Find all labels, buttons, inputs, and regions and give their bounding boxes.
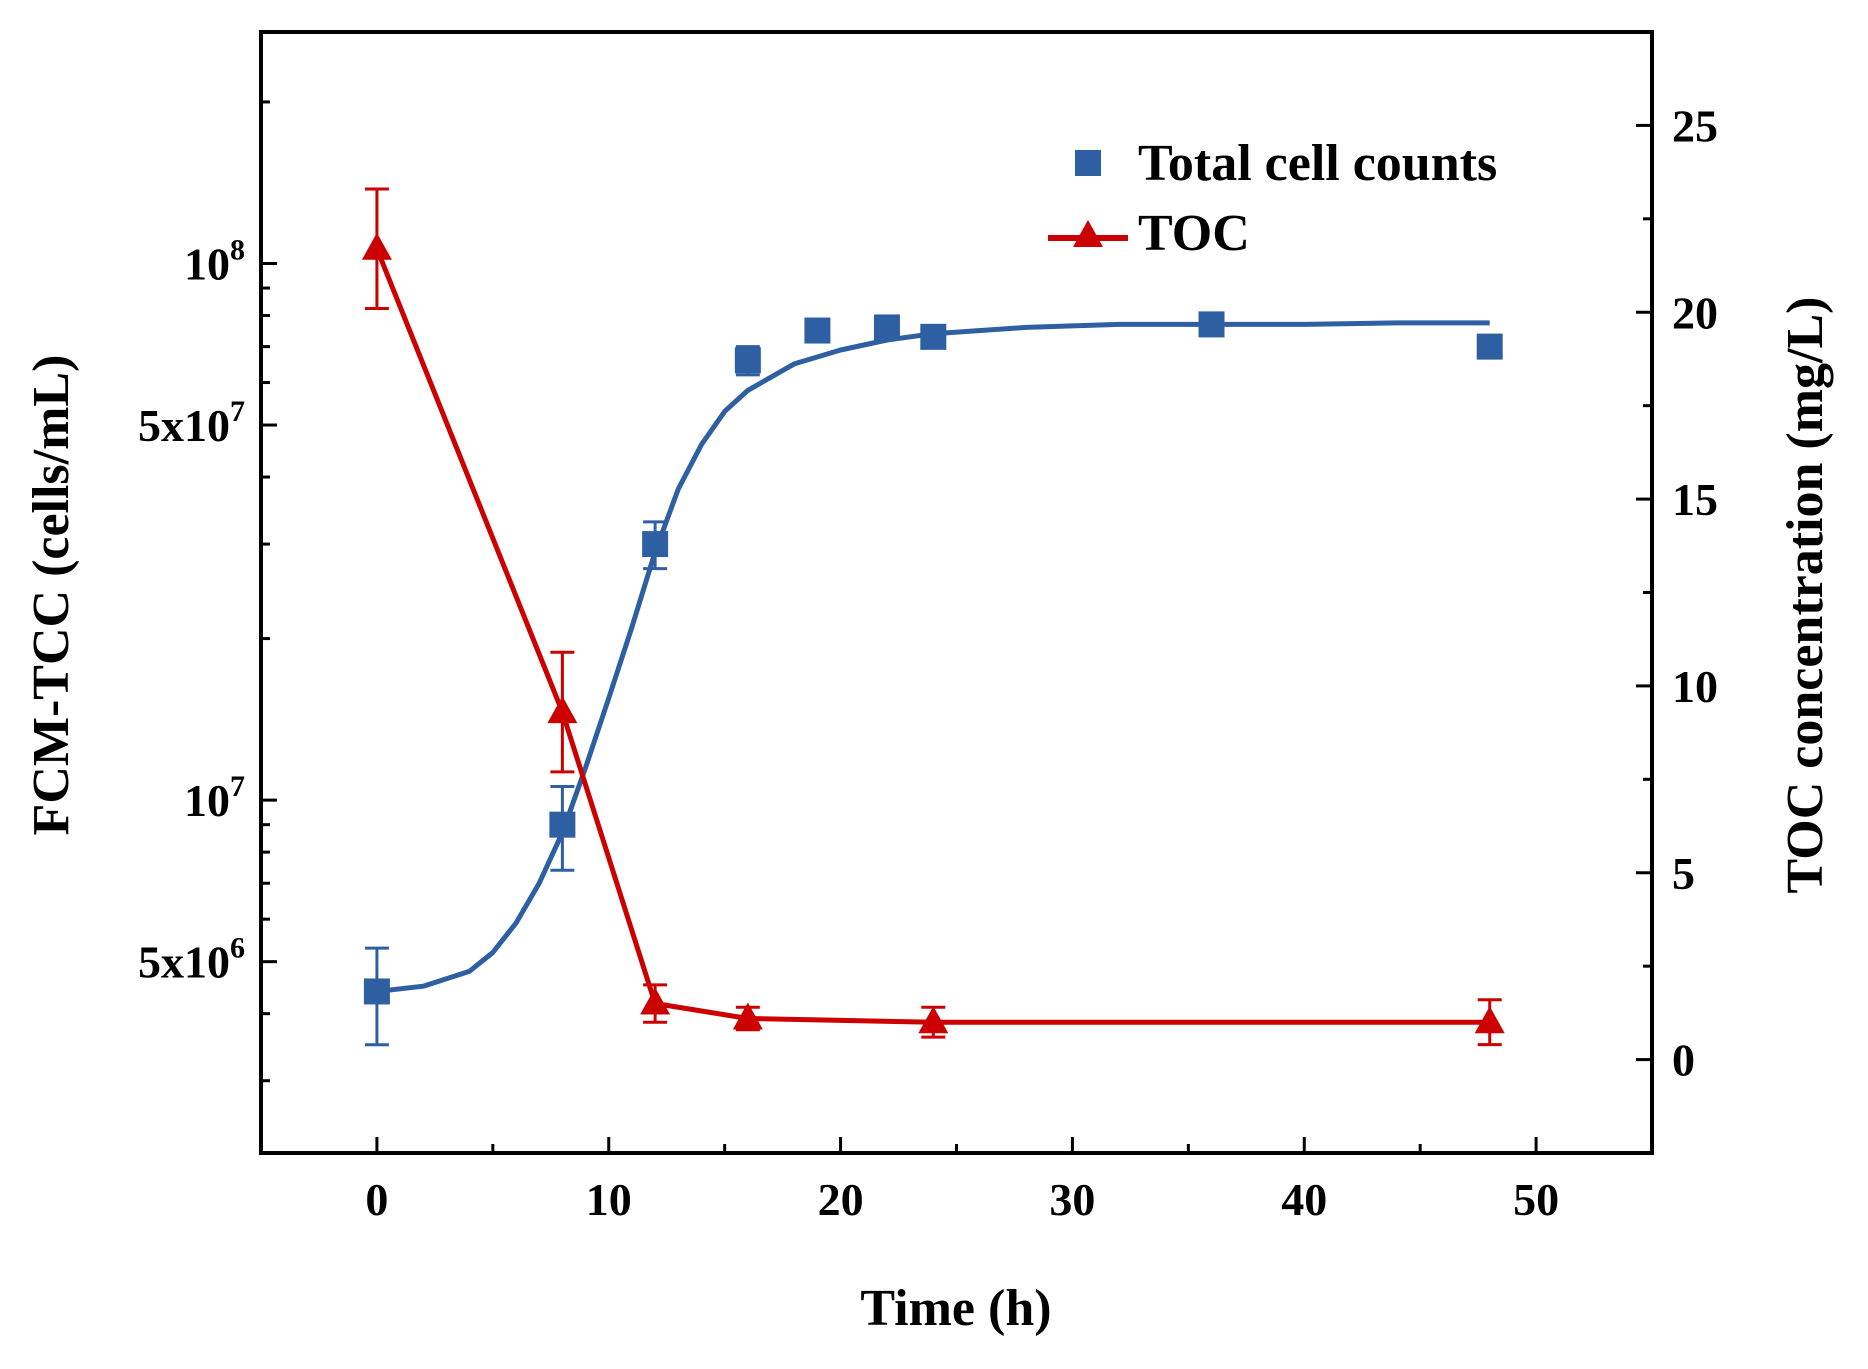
y-left-tick-label: 5x107 — [138, 395, 245, 451]
legend-marker-triangle — [1073, 220, 1103, 247]
y-left-tick-label: 5x106 — [138, 932, 245, 988]
x-tick-label: 0 — [365, 1174, 388, 1225]
y-right-tick-label: 15 — [1672, 474, 1718, 525]
total-cell-counts-point — [642, 531, 669, 558]
legend: Total cell counts TOC — [1048, 135, 1497, 262]
total-cell-counts-point — [873, 314, 900, 341]
toc-point — [547, 696, 578, 724]
y-axis-left: 108 5x107 107 5x106 — [138, 100, 277, 1083]
y-right-tick-label: 5 — [1672, 848, 1695, 899]
y-right-tick-label: 25 — [1672, 100, 1718, 151]
toc-point — [732, 1002, 763, 1030]
y-right-tick-label: 20 — [1672, 287, 1718, 338]
y-right-tick-label: 0 — [1672, 1035, 1695, 1086]
total-cell-counts-fit-line — [376, 320, 1490, 994]
plot-border — [259, 30, 1654, 1155]
y-axis-right: 0 5 10 15 20 25 — [1636, 100, 1718, 1086]
series-layer — [361, 187, 1505, 1047]
total-cell-counts-point — [1476, 333, 1503, 360]
total-cell-counts-point — [363, 978, 390, 1005]
total-cell-counts-point — [920, 323, 947, 350]
y-axis-right-title: TOC concentration (mg/L) — [1777, 297, 1834, 894]
x-tick-label: 50 — [1513, 1174, 1559, 1225]
toc-point — [640, 987, 671, 1015]
total-cell-counts-point — [804, 317, 831, 344]
total-cell-counts-point — [549, 811, 576, 838]
toc-point — [918, 1006, 949, 1034]
x-tick-label: 20 — [818, 1174, 864, 1225]
legend-label-toc: TOC — [1138, 205, 1250, 262]
x-tick-label: 30 — [1049, 1174, 1095, 1225]
y-right-tick-label: 10 — [1672, 661, 1718, 712]
x-tick-label: 10 — [586, 1174, 632, 1225]
series-total-cell-counts — [363, 311, 1503, 1047]
toc-line — [374, 247, 1490, 1025]
plot-frame — [259, 30, 1654, 1155]
total-cell-counts-point — [1198, 311, 1225, 338]
total-cell-counts-point — [734, 347, 761, 374]
toc-point — [1474, 1006, 1505, 1034]
x-axis-title: Time (h) — [860, 1280, 1051, 1337]
series-toc — [361, 187, 1505, 1047]
y-left-tick-label: 107 — [184, 770, 245, 826]
y-axis-left-title: FCM-TCC (cells/mL) — [23, 355, 80, 836]
x-axis: 0 10 20 30 40 50 — [365, 1137, 1559, 1225]
x-tick-label: 40 — [1281, 1174, 1327, 1225]
y-left-tick-label: 108 — [184, 233, 245, 289]
legend-label-total-cell-counts: Total cell counts — [1138, 135, 1497, 192]
legend-marker-square — [1075, 150, 1101, 176]
toc-point — [361, 232, 392, 260]
